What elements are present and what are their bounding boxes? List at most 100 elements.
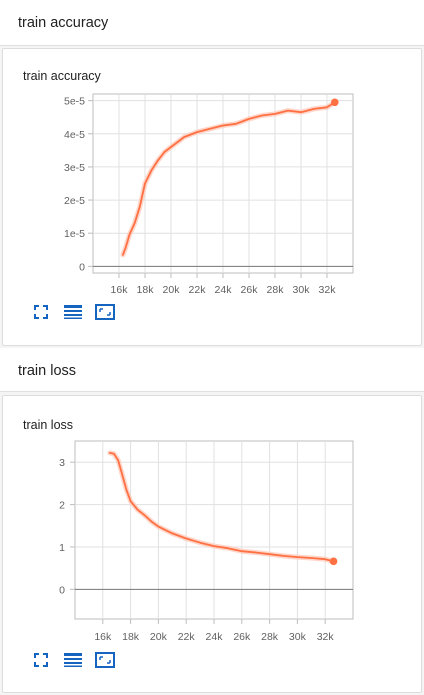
x-tick-label: 20k: [163, 284, 181, 296]
data-point: [310, 557, 312, 559]
line-chart-train-loss[interactable]: 16k 18k 20k 22k 24k 26k 28k 30k 32k 0 1 2 3: [3, 396, 423, 694]
data-point: [255, 551, 257, 554]
data-point: [128, 234, 130, 236]
x-tick-label: 22k: [178, 631, 196, 643]
x-tick-label: 32k: [319, 284, 337, 296]
data-point: [261, 114, 263, 117]
data-point: [326, 106, 328, 108]
data-point: [196, 131, 198, 133]
y-tick-label: 1: [59, 542, 65, 554]
line-chart-train-accuracy[interactable]: 16k 18k 20k 22k 24k 26k 28k 30k 32k 0 1e-5 2e-5 3e-5…: [3, 49, 423, 347]
data-point: [109, 452, 111, 454]
x-tick-label: 30k: [289, 631, 307, 643]
data-point: [163, 151, 166, 153]
data-point: [282, 555, 285, 557]
y-tick-label: 1e-5: [64, 228, 85, 240]
data-point: [171, 532, 173, 534]
data-point: [183, 136, 185, 138]
data-point: [136, 509, 139, 511]
data-table-icon: [64, 305, 82, 319]
data-point: [248, 118, 250, 120]
data-point: [124, 247, 127, 249]
data-point: [274, 113, 276, 115]
data-point: [113, 453, 115, 455]
data-point: [125, 489, 128, 491]
data-point: [313, 108, 315, 110]
data-point: [144, 182, 146, 185]
y-tick-label: 0: [79, 261, 85, 273]
section-header-label: train accuracy: [18, 15, 109, 31]
section-header-label: train loss: [18, 363, 77, 379]
data-point: [300, 111, 302, 113]
y-tick-label: 3: [59, 457, 65, 469]
data-point: [157, 159, 159, 161]
card-title: train loss: [23, 418, 74, 432]
x-tick-label: 32k: [317, 631, 335, 643]
last-point-marker: [331, 98, 339, 107]
data-point: [199, 542, 201, 544]
fit-to-screen-icon: [34, 305, 48, 319]
y-tick-label: 3e-5: [64, 162, 85, 174]
chart-toolbar: [31, 650, 127, 670]
fit-domain-icon: [95, 652, 115, 668]
x-tick-label: 18k: [122, 631, 140, 643]
x-tick-label: 18k: [137, 284, 155, 296]
chart-toolbar: [31, 302, 127, 322]
fit-domain-button[interactable]: [95, 650, 115, 670]
x-tick-label: 16k: [94, 631, 112, 643]
x-tick-label: 22k: [189, 284, 207, 296]
series-band: [107, 450, 336, 564]
data-point: [235, 123, 237, 125]
y-tick-label: 2: [59, 500, 65, 512]
data-point: [222, 124, 224, 127]
y-tick-label: 5e-5: [64, 96, 85, 108]
data-table-button[interactable]: [63, 302, 83, 322]
y-tick-label: 0: [59, 584, 65, 596]
chart-card-train-accuracy: train accuracy 16k 18k 20k 22k 24k 26k 28k 30k 3…: [2, 48, 422, 346]
data-point: [296, 556, 298, 558]
data-point: [139, 206, 141, 208]
fit-domain-icon: [95, 304, 115, 320]
y-tick-label: 2e-5: [64, 195, 85, 207]
fit-to-screen-button[interactable]: [31, 302, 51, 322]
data-point: [269, 553, 271, 555]
section-header-train-accuracy[interactable]: train accuracy: [0, 0, 424, 46]
x-tick-label: 24k: [206, 631, 224, 643]
data-point: [287, 109, 289, 112]
data-point: [176, 141, 179, 143]
data-point: [157, 526, 159, 528]
x-tick-label: 20k: [150, 631, 168, 643]
fit-to-screen-icon: [34, 653, 48, 667]
y-tick-label: 4e-5: [64, 129, 85, 141]
data-point: [143, 514, 146, 516]
fit-to-screen-button[interactable]: [31, 650, 51, 670]
data-point: [121, 474, 123, 476]
data-point: [209, 128, 211, 130]
data-point: [150, 169, 153, 171]
data-point: [150, 520, 153, 523]
x-tick-label: 30k: [293, 284, 311, 296]
fit-domain-button[interactable]: [95, 302, 115, 322]
series-line: [122, 101, 336, 256]
data-table-icon: [64, 653, 82, 667]
last-point-marker: [329, 557, 338, 566]
x-tick-label: 26k: [241, 284, 259, 296]
data-point: [122, 254, 124, 256]
chart-card-train-loss: train loss 16k 18k 20k 22k 24k 26k 28k 30k 32k 0 1…: [2, 395, 422, 693]
x-tick-label: 24k: [215, 284, 233, 296]
x-tick-label: 16k: [111, 284, 129, 296]
x-tick-label: 28k: [261, 631, 279, 643]
data-point: [185, 537, 187, 540]
data-point: [170, 146, 172, 148]
section-header-train-loss[interactable]: train loss: [0, 348, 424, 392]
x-tick-label: 26k: [233, 631, 251, 643]
data-table-button[interactable]: [63, 650, 83, 670]
card-title: train accuracy: [23, 69, 101, 83]
data-point: [117, 459, 119, 461]
data-point: [241, 550, 243, 552]
data-point: [134, 222, 136, 224]
data-point: [130, 500, 132, 502]
data-point: [324, 558, 326, 560]
x-tick-label: 28k: [267, 284, 285, 296]
